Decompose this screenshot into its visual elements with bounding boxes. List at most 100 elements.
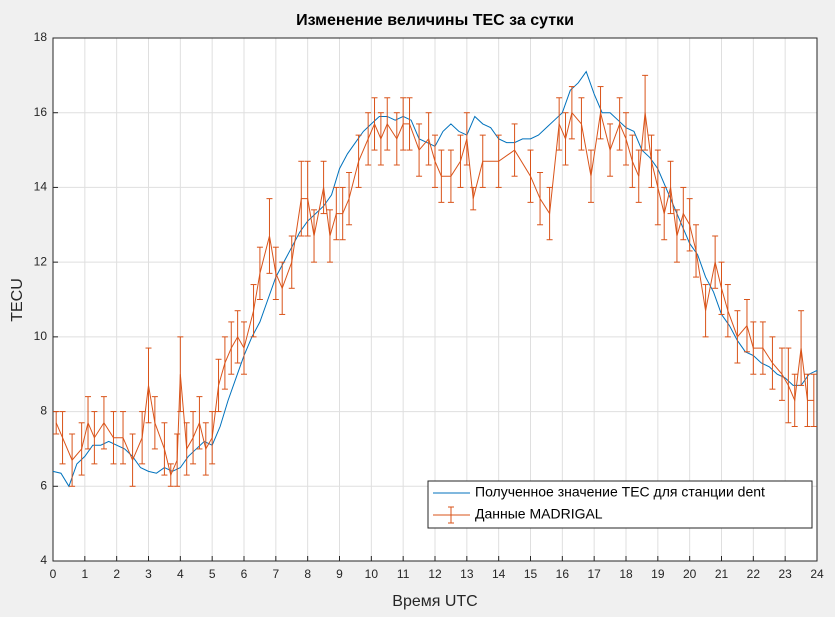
error-bar — [511, 123, 518, 177]
error-bar — [151, 396, 158, 450]
x-tick-label: 2 — [113, 567, 120, 581]
error-bar — [667, 160, 674, 215]
error-bar — [479, 134, 486, 188]
error-bar — [304, 160, 311, 237]
x-tick-label: 9 — [336, 567, 343, 581]
error-bar — [457, 134, 464, 188]
error-bar — [250, 284, 257, 338]
error-bar — [629, 134, 636, 188]
error-bar — [377, 112, 384, 166]
error-bar — [288, 235, 295, 289]
error-bar — [712, 235, 719, 289]
error-bar — [654, 149, 661, 226]
error-bar — [333, 186, 340, 241]
x-tick-label: 21 — [715, 567, 729, 581]
error-bar — [778, 347, 785, 401]
error-bar — [139, 411, 146, 465]
error-bar — [256, 246, 263, 300]
error-bar — [686, 198, 693, 252]
error-bar — [635, 149, 642, 203]
error-bar — [562, 112, 569, 166]
error-bar — [416, 123, 423, 177]
error-bar — [209, 411, 216, 465]
error-bar — [215, 358, 222, 413]
error-bar — [568, 86, 575, 140]
error-bar — [161, 422, 168, 476]
error-bar — [648, 134, 655, 188]
y-tick-label: 14 — [34, 180, 48, 194]
error-bar — [53, 411, 60, 435]
x-axis-label: Время UTC — [392, 593, 477, 610]
error-bar — [196, 396, 203, 450]
x-tick-label: 6 — [241, 567, 248, 581]
x-tick-label: 23 — [778, 567, 792, 581]
error-bar — [785, 347, 792, 424]
error-bar — [734, 310, 741, 364]
error-bar — [400, 97, 407, 151]
x-tick-label: 18 — [619, 567, 633, 581]
x-tick-label: 14 — [492, 567, 506, 581]
error-bar — [120, 411, 127, 465]
error-bar — [527, 149, 534, 203]
error-bar — [234, 310, 241, 364]
error-bar — [470, 186, 477, 211]
error-bar — [463, 112, 470, 166]
error-bar — [759, 321, 766, 375]
error-bar — [791, 373, 798, 428]
error-bar — [432, 134, 438, 188]
x-tick-label: 5 — [209, 567, 216, 581]
x-tick-label: 10 — [365, 567, 379, 581]
error-bar — [718, 261, 725, 315]
error-bar — [228, 321, 235, 375]
error-bar — [110, 411, 117, 465]
error-bar — [702, 284, 709, 338]
x-tick-label: 3 — [145, 567, 152, 581]
legend-label: Полученное значение TEC для станции dent — [475, 484, 765, 500]
error-bar — [326, 209, 333, 263]
error-bar — [769, 336, 776, 390]
error-bar — [371, 97, 378, 151]
errorbar-line — [55, 111, 814, 477]
error-bar — [393, 112, 400, 166]
x-tick-label: 11 — [397, 567, 410, 581]
error-bar — [85, 396, 92, 450]
x-tick-label: 17 — [587, 567, 601, 581]
error-bar — [190, 411, 197, 465]
error-bar — [623, 112, 629, 166]
error-bar — [661, 186, 668, 241]
x-tick-label: 7 — [272, 567, 279, 581]
error-bar — [616, 97, 623, 151]
error-bar — [438, 149, 445, 203]
error-bar — [447, 149, 454, 203]
error-bar — [100, 396, 107, 450]
error-bar — [145, 347, 152, 424]
error-bar — [673, 209, 680, 263]
error-bar — [59, 411, 66, 465]
error-bar — [298, 160, 305, 237]
error-bar — [804, 373, 811, 428]
error-bar — [406, 97, 413, 151]
y-tick-label: 8 — [40, 404, 47, 418]
x-tick-label: 0 — [50, 567, 57, 581]
error-bar — [607, 123, 614, 177]
error-bar — [425, 112, 432, 166]
y-tick-label: 18 — [34, 30, 48, 44]
error-bar — [495, 134, 502, 188]
x-tick-label: 1 — [81, 567, 88, 581]
chart-title: Изменение величины TEC за сутки — [296, 12, 574, 29]
x-tick-label: 4 — [177, 567, 184, 581]
error-bar — [91, 411, 98, 465]
error-bar — [355, 134, 362, 188]
error-bar — [167, 463, 174, 487]
error-bar — [129, 433, 136, 487]
error-bar — [743, 299, 750, 353]
error-bar — [320, 160, 327, 215]
error-bar — [642, 74, 649, 151]
error-bar — [78, 422, 85, 476]
error-bar — [279, 261, 286, 315]
x-tick-label: 20 — [683, 567, 697, 581]
error-bar — [272, 246, 279, 300]
error-bar — [177, 336, 184, 413]
x-tick-label: 22 — [747, 567, 761, 581]
